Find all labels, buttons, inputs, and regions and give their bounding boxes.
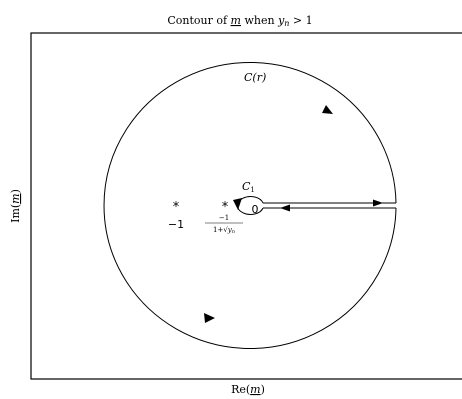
root-label-denominator: 1+√yn (213, 226, 235, 235)
inner-contour-arrow (233, 198, 242, 210)
zero-label: 0 (252, 203, 259, 216)
plot-frame (30, 32, 462, 380)
root-label: −1 1+√yn (205, 214, 243, 235)
outer-contour-arrow-top (322, 105, 333, 114)
minus-one-marker: * (173, 200, 180, 215)
root-label-numerator: −1 (219, 214, 229, 222)
root-marker: * (222, 200, 229, 215)
minus-one-label: −1 (168, 218, 184, 231)
inner-contour-label: C1 (242, 180, 255, 194)
outer-contour-arrow-bottom (204, 313, 215, 323)
figure-title: Contour of m when yn > 1 (167, 14, 312, 28)
outer-contour-circle (103, 62, 397, 349)
slit-arrow-inward (280, 204, 290, 212)
x-axis-label: Re(m) (231, 383, 265, 396)
slit-arrow-outward (373, 199, 383, 207)
outer-contour-label: C(r) (244, 71, 266, 84)
y-axis-label: Im(m) (9, 189, 22, 223)
